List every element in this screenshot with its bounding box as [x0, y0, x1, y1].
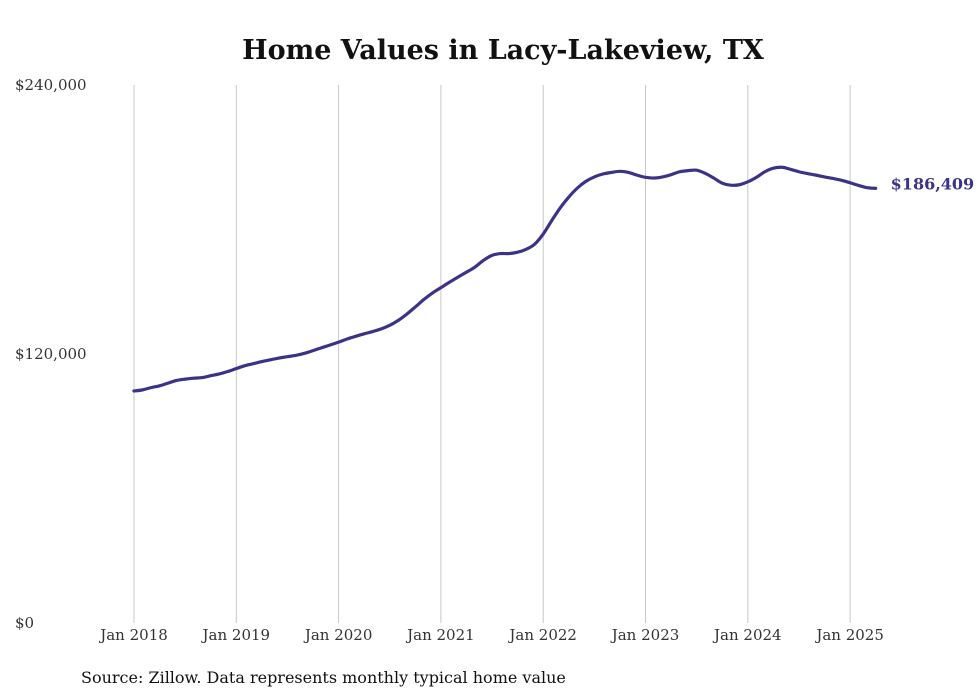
y-axis-ticks: $240,000 $120,000 $0 — [15, 76, 87, 632]
chart-title: Home Values in Lacy-Lakeview, TX — [242, 35, 764, 66]
x-axis-ticks: Jan 2018 Jan 2019 Jan 2020 Jan 2021 Jan 2022… — [98, 626, 884, 644]
x-tick-label: Jan 2019 — [201, 626, 271, 644]
x-tick-label: Jan 2020 — [303, 626, 373, 644]
series-layer: $186,409 — [132, 165, 975, 393]
y-tick-label: $120,000 — [15, 345, 87, 363]
x-tick-label: Jan 2018 — [98, 626, 168, 644]
source-note: Source: Zillow. Data represents monthly … — [81, 668, 566, 687]
end-value-label: $186,409 — [891, 174, 975, 193]
x-tick-label: Jan 2025 — [814, 626, 884, 644]
x-tick-label: Jan 2021 — [405, 626, 475, 644]
gridlines — [133, 85, 851, 623]
x-tick-label: Jan 2023 — [610, 626, 680, 644]
y-tick-label: $240,000 — [15, 76, 87, 94]
y-tick-label: $0 — [15, 614, 34, 632]
x-tick-label: Jan 2024 — [712, 626, 782, 644]
series-line — [132, 165, 878, 393]
x-tick-label: Jan 2022 — [507, 626, 577, 644]
